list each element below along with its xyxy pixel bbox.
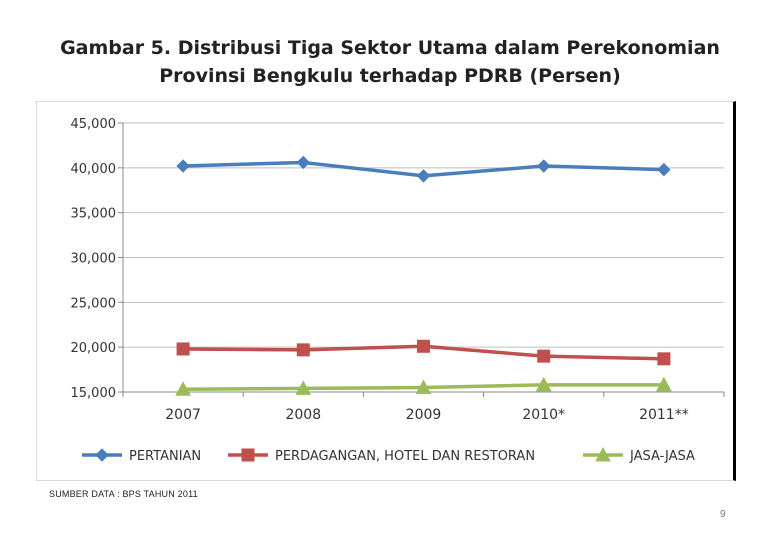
data-point-triangle [415,379,432,395]
y-tick-label: 45,000 [71,117,117,132]
chart-title-line-1: Gambar 5. Distribusi Tiga Sektor Utama d… [60,37,720,59]
y-tick-label: 20,000 [71,341,117,356]
data-point-square [417,339,430,353]
x-tick-label: 2007 [165,407,201,423]
y-tick-label: 30,000 [71,252,117,267]
data-point-triangle [656,376,672,392]
data-point-triangle [295,380,312,395]
data-point-diamond [416,169,431,183]
data-point-square [241,448,255,462]
x-tick-label: 2010* [522,407,565,423]
series-lines [175,155,672,396]
data-point-diamond [95,448,109,462]
x-tick-label: 2008 [285,407,321,423]
line-chart: 45,000 40,000 35,000 30,000 25,000 20,000 15,0… [71,117,725,464]
chart-frame [36,101,736,481]
chart-title-line-2: Provinsi Bengkulu terhadap PDRB (Persen) [159,65,621,87]
x-axis-ticks: 2007 2008 2009 2010* 2011** [165,407,688,423]
data-point-diamond [657,162,671,177]
data-point-diamond [176,159,190,173]
x-tick-label: 2009 [406,407,442,423]
data-point-diamond [296,155,311,170]
data-point-square [657,352,671,366]
source-note: SUMBER DATA : BPS TAHUN 2011 [49,489,198,499]
chart-title: Gambar 5. Distribusi Tiga Sektor Utama d… [0,34,780,90]
data-point-triangle [595,446,611,462]
data-point-square [176,342,190,356]
data-point-triangle [535,376,552,392]
series-2 [176,339,671,366]
series-1 [176,155,671,183]
data-point-square [537,349,551,363]
legend-label: JASA-JASA [629,449,695,464]
data-point-square [296,343,310,357]
legend-label: PERTANIAN [129,449,201,464]
y-tick-label: 25,000 [71,296,117,311]
y-tick-label: 35,000 [71,207,117,222]
legend-label: PERDAGANGAN, HOTEL DAN RESTORAN [275,449,535,464]
legend-entry-2: PERDAGANGAN, HOTEL DAN RESTORAN [228,448,535,464]
page-number: 9 [720,509,726,520]
data-point-diamond [536,159,551,173]
legend: PERTANIAN PERDAGANGAN, HOTEL DAN RESTORAN… [82,446,695,464]
y-tick-label: 15,000 [71,386,117,401]
y-axis-ticks: 45,000 40,000 35,000 30,000 25,000 20,000 15,0… [71,117,117,401]
legend-entry-3: JASA-JASA [583,446,695,464]
x-tick-label: 2011** [639,407,689,423]
data-point-triangle [175,381,191,396]
y-tick-label: 40,000 [71,162,117,177]
series-3 [175,376,672,396]
legend-entry-1: PERTANIAN [82,448,201,464]
